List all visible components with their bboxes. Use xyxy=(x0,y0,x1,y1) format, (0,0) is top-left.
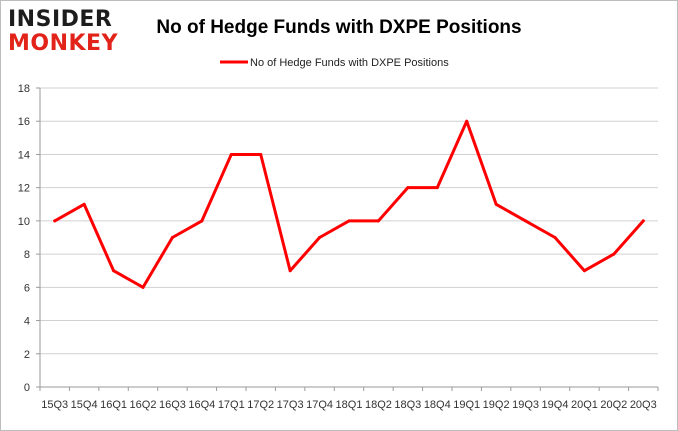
x-tick-label: 19Q2 xyxy=(483,399,510,411)
x-tick-label: 20Q2 xyxy=(600,399,627,411)
data-point xyxy=(641,219,645,223)
data-point xyxy=(347,219,351,223)
data-point xyxy=(141,285,145,289)
legend: No of Hedge Funds with DXPE Positions xyxy=(220,57,449,69)
y-tick-label: 12 xyxy=(18,183,30,195)
y-tick-label: 14 xyxy=(18,149,30,161)
y-tick-label: 2 xyxy=(24,349,30,361)
y-tick-label: 0 xyxy=(24,382,30,394)
insider-monkey-logo: INSIDER MONKEY xyxy=(8,7,119,56)
x-tick-label: 18Q4 xyxy=(424,399,451,411)
legend-label: No of Hedge Funds with DXPE Positions xyxy=(250,57,449,69)
data-point xyxy=(553,236,557,239)
data-point xyxy=(170,236,174,239)
x-tick-label: 15Q3 xyxy=(41,399,68,411)
logo-line-1: INSIDER xyxy=(8,7,112,32)
x-tick-label: 16Q1 xyxy=(100,399,127,411)
x-tick-label: 18Q3 xyxy=(394,399,421,411)
y-tick-label: 18 xyxy=(18,83,30,95)
data-point xyxy=(582,269,586,273)
data-point xyxy=(288,269,292,273)
x-tick-label: 17Q4 xyxy=(306,399,333,411)
chart-title: No of Hedge Funds with DXPE Positions xyxy=(156,17,521,38)
data-point xyxy=(465,119,469,123)
data-point xyxy=(318,236,322,239)
data-point xyxy=(435,186,439,190)
x-tick-label: 19Q3 xyxy=(512,399,539,411)
x-tick-label: 15Q4 xyxy=(71,399,98,411)
y-tick-label: 4 xyxy=(24,316,30,328)
x-tick-label: 18Q1 xyxy=(336,399,363,411)
series-layer xyxy=(53,119,645,289)
data-point xyxy=(612,252,616,256)
x-tick-label: 17Q3 xyxy=(277,399,304,411)
x-tick-label: 20Q3 xyxy=(630,399,657,411)
data-point xyxy=(53,219,57,223)
data-point xyxy=(406,186,410,190)
y-tick-label: 6 xyxy=(24,282,30,294)
data-point xyxy=(82,202,86,206)
series-line xyxy=(53,119,645,289)
x-tick-label: 18Q2 xyxy=(365,399,392,411)
data-point xyxy=(112,269,116,273)
x-tick-label: 17Q1 xyxy=(218,399,245,411)
logo-line-2: MONKEY xyxy=(8,31,119,56)
x-tick-label: 16Q2 xyxy=(130,399,157,411)
data-point xyxy=(229,152,233,156)
data-point xyxy=(494,202,498,206)
x-tick-label: 16Q4 xyxy=(188,399,215,411)
x-tick-label: 20Q1 xyxy=(571,399,598,411)
x-tick-label: 19Q4 xyxy=(542,399,569,411)
x-tick-label: 16Q3 xyxy=(159,399,186,411)
y-tick-label: 8 xyxy=(24,249,30,261)
data-point xyxy=(524,219,528,223)
x-tick-label: 17Q2 xyxy=(247,399,274,411)
data-point xyxy=(259,152,263,156)
y-tick-label: 16 xyxy=(18,116,30,128)
data-point xyxy=(376,219,380,223)
y-tick-label: 10 xyxy=(18,216,30,228)
data-point xyxy=(200,219,204,223)
x-tick-label: 19Q1 xyxy=(453,399,480,411)
